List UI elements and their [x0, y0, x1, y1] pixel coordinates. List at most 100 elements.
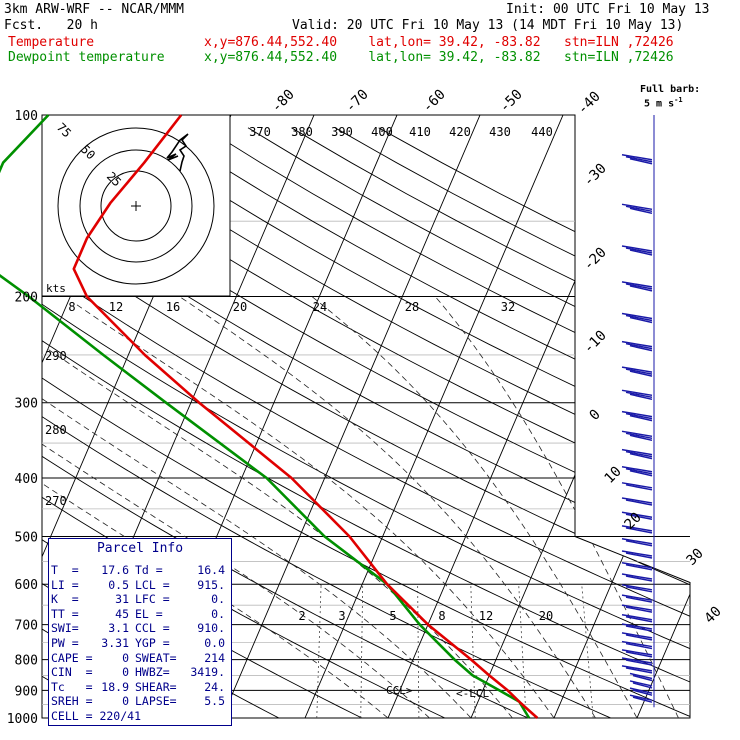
mixing-ratio-label: 32: [501, 300, 515, 314]
dry-adiabat: [42, 127, 690, 718]
parcel-info-panel: Parcel Info T = 17.6 Td = 16.4 LI = 0.5 LCL = 9…: [48, 538, 232, 726]
parcel-info-v2: 5.5: [204, 694, 225, 709]
parcel-info-row: CAPE = 0 SWEAT= 214: [51, 651, 225, 666]
mixing-ratio-label: 8: [68, 300, 75, 314]
mixing-ratio-line: [360, 584, 364, 718]
parcel-info-v1: 0: [122, 650, 129, 665]
wind-barb: [621, 340, 653, 352]
parcel-info-l1: CAPE =: [51, 650, 93, 665]
wind-barb: [621, 366, 653, 377]
dry-adiabat: [291, 127, 690, 718]
isotherm-label: 10: [602, 464, 625, 487]
moist-adiabat: [42, 457, 389, 718]
parcel-info-l1: K =: [51, 592, 79, 607]
parcel-info-v1: 18.9: [101, 679, 129, 694]
dry-adiabat: [378, 127, 690, 718]
isotherm: [382, 115, 653, 718]
pressure-label: 600: [15, 578, 38, 593]
parcel-info-v2: 16.4: [197, 563, 225, 577]
parcel-info-v1: 0.5: [108, 577, 129, 592]
wind-barb: [621, 613, 653, 623]
moist-adiabat: [42, 427, 430, 718]
mixing-ratio-line: [581, 584, 594, 718]
theta-label: 390: [331, 125, 353, 139]
wind-legend-title: Full barb:: [640, 84, 701, 95]
theta-label: 380: [291, 125, 313, 139]
wind-barb: [621, 584, 653, 593]
parcel-info-v1: 3.31: [101, 636, 129, 650]
dry-adiabat: [42, 127, 690, 718]
parcel-info-v2: 3419.: [190, 665, 225, 680]
wind-barb: [621, 511, 653, 521]
wind-barb: [621, 203, 653, 215]
parcel-info-v2: 910.: [197, 621, 225, 636]
wind-barb: [621, 623, 653, 632]
dry-adiabat: [247, 127, 690, 718]
parcel-info-v1: 31: [115, 592, 129, 607]
dry-adiabat: [42, 127, 690, 718]
isotherm-label: -70: [343, 87, 372, 116]
wind-barbs: [621, 115, 655, 708]
dry-adiabat: [42, 127, 641, 718]
moist-adiabat: [42, 393, 472, 718]
wind-barb: [621, 632, 653, 641]
pressure-label: 900: [15, 684, 38, 699]
temperature-legend-label: Temperature: [8, 35, 95, 50]
parcel-info-l1: CIN =: [51, 665, 93, 680]
moist-adiabat: [434, 296, 679, 718]
parcel-info-l1: SWI=: [51, 621, 79, 636]
pressure-label: 500: [15, 530, 38, 545]
isotherm-label: 40: [702, 604, 725, 627]
hodograph-ring: [79, 149, 193, 263]
parcel-info-l1: T =: [51, 563, 79, 577]
mixing-ratio-label: 20: [233, 300, 247, 314]
parcel-info-l2: LCL =: [135, 577, 170, 592]
wind-barb: [621, 466, 653, 477]
wind-barb: [621, 657, 653, 666]
parcel-info-v2: 24.: [204, 679, 225, 694]
wind-barb: [621, 448, 653, 460]
parcel-info-l2: Td =: [135, 563, 163, 577]
parcel-info-v2: 0.: [211, 592, 225, 607]
isotherm-label: -40: [575, 89, 604, 118]
isotherm-label: -20: [581, 245, 610, 274]
parcel-info-l2: YGP =: [135, 636, 170, 650]
dry-adiabat-label: 280: [45, 423, 67, 437]
wind-barb: [621, 482, 653, 491]
mixing-ratio-label: 12: [109, 300, 123, 314]
moist-adiabat: [179, 296, 596, 718]
forecast-hour: Fcst. 20 h: [4, 18, 98, 33]
parcel-cell: CELL = 220/41: [51, 709, 142, 723]
mixing-ratio-label: 2: [298, 609, 305, 623]
mixing-ratio-line: [316, 584, 322, 718]
parcel-info-l2: SWEAT=: [135, 650, 177, 665]
mixing-ratio-label: 24: [313, 300, 327, 314]
wind-barb: [629, 687, 653, 696]
valid-time: Valid: 20 UTC Fri 10 May 13 (14 MDT Fri …: [292, 18, 684, 33]
wind-barb: [621, 594, 653, 603]
parcel-info-v2: 915.: [197, 577, 225, 592]
parcel-info-l2: CCL =: [135, 621, 170, 636]
dry-adiabat: [42, 127, 690, 718]
mixing-ratio-label: 28: [405, 300, 419, 314]
theta-label: 430: [489, 125, 511, 139]
wind-barb: [621, 604, 653, 613]
parcel-info-l1: SREH =: [51, 694, 93, 709]
isotherm-label: -80: [269, 87, 298, 116]
dry-adiabat: [42, 127, 690, 718]
wind-barb: [629, 694, 653, 703]
dry-adiabat: [204, 127, 690, 718]
wind-barb: [621, 665, 653, 674]
parcel-info-row: K = 31 LFC = 0.: [51, 592, 225, 607]
parcel-info-l2: SHEAR=: [135, 679, 177, 694]
pressure-label: 200: [15, 291, 38, 306]
parcel-info-l2: LFC =: [135, 592, 170, 607]
parcel-info-l2: LAPSE=: [135, 694, 177, 709]
parcel-info-v1: 3.1: [108, 621, 129, 636]
parcel-info-row: SWI= 3.1 CCL = 910.: [51, 621, 225, 636]
parcel-info-title: Parcel Info: [96, 541, 184, 556]
isotherm-label: -30: [581, 161, 610, 190]
mixing-ratio-label: 5: [389, 609, 396, 623]
